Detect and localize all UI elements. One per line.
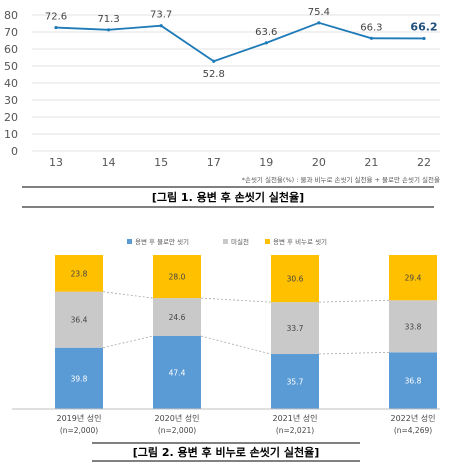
segment-value-label: 28.0 [169,273,186,282]
data-labels: 72.6 71.3 73.7 52.8 63.6 75.4 66.3 66.2 [45,7,438,80]
x-tick-label: 17 [207,156,221,169]
y-tick-label: 30 [4,94,18,107]
data-label: 73.7 [150,10,172,21]
y-tick-label: 20 [4,111,18,124]
y-tick-label: 40 [4,77,18,90]
bar-segment [271,255,319,303]
legend-label: 미실천 [231,237,249,246]
data-point [317,21,321,25]
x-tick-label: 14 [102,156,116,169]
y-tick-label: 70 [4,26,18,39]
legend: 용변 후 물로만 씻기 미실천 용변 후 비누로 씻기 [127,237,327,246]
connector-line [200,297,272,303]
x-tick-label: 20 [312,156,326,169]
data-points [54,21,426,63]
bar-segment [153,255,201,299]
bar-segment [389,352,437,409]
category-label: 2022년 성인 [391,413,436,423]
y-tick-label: 10 [4,128,18,141]
category-label: 2019년 성인 [57,413,102,423]
data-label: 52.8 [203,69,225,80]
x-axis-tick-labels: 13 14 15 17 19 20 21 22 [49,156,431,169]
segment-value-label: 35.7 [287,378,304,387]
connector-line [102,291,154,299]
data-label: 63.6 [255,27,277,38]
bar-segment [153,298,201,337]
connector-line [200,335,272,355]
segment-value-label: 47.4 [169,369,186,378]
bar-segment [271,354,319,409]
footnote: *손씻기 실천율(%) : 물과 비누로 손씻기 실천율 + 물로만 손씻기 실… [242,175,440,184]
connector-line [318,351,390,355]
bar-segment [55,291,103,348]
data-point [212,59,216,63]
data-label: 75.4 [308,7,330,18]
data-point [422,36,426,41]
y-axis-tick-labels: 0 10 20 30 40 50 60 70 80 [4,9,18,158]
data-label: 66.2 [410,20,437,33]
segment-value-label: 30.6 [287,275,304,284]
segment-labels: 39.8 36.4 23.8 47.4 24.6 28.0 35.7 33.7 30.6 36.8… [71,269,422,386]
bar-segment [55,255,103,292]
y-tick-label: 60 [4,43,18,56]
data-point [369,36,374,40]
data-label: 72.6 [45,12,67,23]
category-label: 2020년 성인 [155,413,200,423]
x-tick-label: 13 [49,156,63,169]
x-tick-label: 21 [364,156,378,169]
x-axis-category-labels: 2019년 성인 (n=2,000) 2020년 성인 (n=2,000) 2021년 … [57,413,436,435]
bar-segment [55,347,103,409]
bar-segment [271,302,319,355]
data-label: 66.3 [360,22,382,33]
x-tick-label: 19 [259,156,273,169]
data-label: 71.3 [97,14,119,25]
data-point [106,28,111,32]
bar-segment [153,336,201,409]
figure-2-caption: [그림 2. 용변 후 비누로 손씻기 실천율] [133,445,320,459]
segment-value-label: 29.4 [405,274,422,283]
connector-lines [102,291,390,355]
legend-swatch [127,239,132,244]
legend-label: 용변 후 비누로 씻기 [273,237,327,246]
category-sample-size: (n=2,000) [158,426,196,435]
legend-swatch [223,239,228,244]
y-tick-label: 0 [11,145,18,158]
legend-swatch [265,239,270,244]
segment-value-label: 39.8 [71,374,88,383]
grid-lines [32,14,440,152]
segment-value-label: 33.7 [287,324,304,333]
data-point [159,24,163,28]
y-tick-label: 80 [4,9,18,22]
connector-line [102,335,154,349]
connector-line [318,299,390,303]
figure-1-caption: [그림 1. 용변 후 손씻기 실천율] [152,190,304,204]
x-tick-label: 22 [417,156,431,169]
segment-value-label: 24.6 [169,313,186,322]
category-sample-size: (n=4,269) [394,426,432,435]
data-point [54,25,58,30]
figure-2: 용변 후 물로만 씻기 미실천 용변 후 비누로 씻기 39.8 36.4 23.8 47… [12,237,440,462]
category-sample-size: (n=2,021) [276,426,314,435]
stacked-bars [55,255,437,409]
category-sample-size: (n=2,000) [60,426,98,435]
category-label: 2021년 성인 [273,413,318,423]
x-tick-label: 15 [154,156,168,169]
segment-value-label: 23.8 [71,269,88,278]
segment-value-label: 33.8 [405,322,422,331]
segment-value-label: 36.4 [71,316,88,325]
series-line [55,21,425,63]
data-point [264,41,268,45]
segment-value-label: 36.8 [405,377,422,386]
bar-segment [389,255,437,301]
y-tick-label: 50 [4,60,18,73]
bar-segment [389,300,437,353]
legend-label: 용변 후 물로만 씻기 [135,237,189,246]
